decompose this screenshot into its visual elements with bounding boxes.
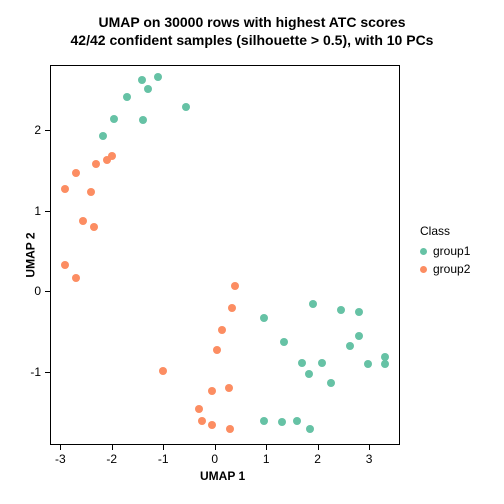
y-tick bbox=[45, 211, 50, 212]
data-point bbox=[355, 308, 363, 316]
data-point bbox=[293, 417, 301, 425]
data-point bbox=[364, 360, 372, 368]
data-point bbox=[110, 115, 118, 123]
data-point bbox=[231, 282, 239, 290]
data-point bbox=[225, 384, 233, 392]
data-point bbox=[139, 116, 147, 124]
data-point bbox=[198, 417, 206, 425]
data-point bbox=[123, 93, 131, 101]
data-point bbox=[154, 73, 162, 81]
plot-area bbox=[50, 65, 400, 445]
chart-title-line1: UMAP on 30000 rows with highest ATC scor… bbox=[0, 14, 504, 30]
data-point bbox=[346, 342, 354, 350]
data-point bbox=[182, 103, 190, 111]
data-point bbox=[159, 367, 167, 375]
data-point bbox=[213, 346, 221, 354]
y-tick bbox=[45, 130, 50, 131]
x-tick bbox=[318, 445, 319, 450]
legend-dot-icon bbox=[420, 266, 427, 273]
data-point bbox=[218, 326, 226, 334]
x-tick bbox=[112, 445, 113, 450]
data-point bbox=[327, 379, 335, 387]
x-tick-label: 2 bbox=[314, 452, 321, 466]
data-point bbox=[260, 417, 268, 425]
chart-container: UMAP on 30000 rows with highest ATC scor… bbox=[0, 0, 504, 504]
x-axis-label: UMAP 1 bbox=[200, 469, 245, 483]
data-point bbox=[61, 185, 69, 193]
data-point bbox=[305, 370, 313, 378]
data-point bbox=[280, 338, 288, 346]
y-tick-label: 2 bbox=[21, 123, 41, 137]
data-point bbox=[108, 152, 116, 160]
x-tick-label: -1 bbox=[158, 452, 169, 466]
x-tick bbox=[60, 445, 61, 450]
y-tick-label: -1 bbox=[21, 365, 41, 379]
chart-title-line2: 42/42 confident samples (silhouette > 0.… bbox=[0, 32, 504, 48]
legend-label: group1 bbox=[433, 244, 470, 258]
x-tick bbox=[163, 445, 164, 450]
data-point bbox=[99, 132, 107, 140]
data-point bbox=[260, 314, 268, 322]
data-point bbox=[87, 188, 95, 196]
data-point bbox=[226, 425, 234, 433]
data-point bbox=[92, 160, 100, 168]
data-point bbox=[138, 76, 146, 84]
x-tick-label: 3 bbox=[366, 452, 373, 466]
legend-title: Class bbox=[420, 224, 450, 238]
data-point bbox=[90, 223, 98, 231]
x-tick-label: 0 bbox=[211, 452, 218, 466]
data-point bbox=[144, 85, 152, 93]
data-point bbox=[208, 387, 216, 395]
data-point bbox=[309, 300, 317, 308]
legend-label: group2 bbox=[433, 262, 470, 276]
data-point bbox=[195, 405, 203, 413]
y-tick-label: 1 bbox=[21, 204, 41, 218]
y-tick-label: 0 bbox=[21, 284, 41, 298]
x-tick-label: -3 bbox=[55, 452, 66, 466]
data-point bbox=[306, 425, 314, 433]
data-point bbox=[228, 304, 236, 312]
y-axis-label: UMAP 2 bbox=[24, 232, 38, 277]
legend-dot-icon bbox=[420, 248, 427, 255]
data-point bbox=[79, 217, 87, 225]
x-tick bbox=[266, 445, 267, 450]
data-point bbox=[318, 359, 326, 367]
data-point bbox=[278, 418, 286, 426]
legend-item: group2 bbox=[420, 262, 470, 276]
data-point bbox=[72, 274, 80, 282]
x-tick bbox=[215, 445, 216, 450]
y-tick bbox=[45, 372, 50, 373]
data-point bbox=[298, 359, 306, 367]
y-tick bbox=[45, 291, 50, 292]
data-point bbox=[72, 169, 80, 177]
data-point bbox=[337, 306, 345, 314]
x-tick bbox=[369, 445, 370, 450]
data-point bbox=[355, 332, 363, 340]
data-point bbox=[61, 261, 69, 269]
legend-item: group1 bbox=[420, 244, 470, 258]
data-point bbox=[381, 360, 389, 368]
x-tick-label: -2 bbox=[106, 452, 117, 466]
x-tick-label: 1 bbox=[263, 452, 270, 466]
data-point bbox=[208, 421, 216, 429]
